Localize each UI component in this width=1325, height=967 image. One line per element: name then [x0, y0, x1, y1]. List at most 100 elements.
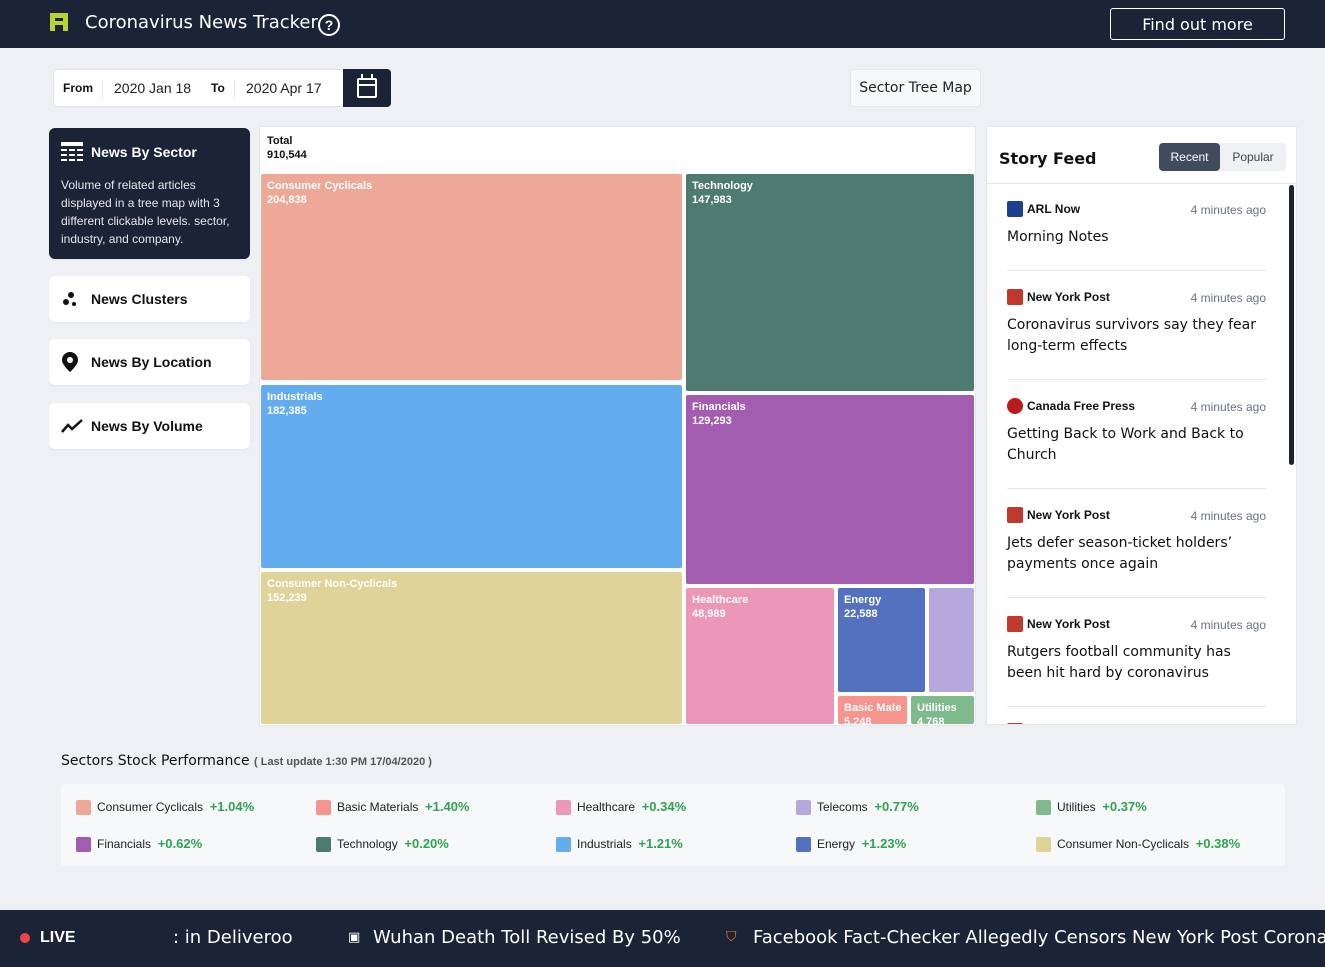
color-swatch	[796, 800, 811, 815]
treemap-tile-financials[interactable]: Financials 129,293	[686, 395, 974, 584]
divider	[1007, 270, 1266, 271]
ticker-item[interactable]: Facebook Fact-Checker Allegedly Censors …	[753, 927, 1325, 948]
treemap-tile-telecoms[interactable]	[929, 588, 974, 692]
treemap-tile-industrials[interactable]: Industrials 182,385	[261, 385, 682, 568]
tile-name: Basic Mate	[844, 702, 902, 714]
calendar-icon	[357, 78, 377, 98]
story-source: New York Post	[1027, 508, 1110, 522]
nav-news-by-location[interactable]: News By Location	[49, 339, 250, 385]
sector-change: +0.77%	[874, 799, 919, 814]
treemap-tile-utilities[interactable]: Utilities 4,768	[911, 696, 974, 724]
tab-recent[interactable]: Recent	[1159, 143, 1220, 171]
divider	[1007, 379, 1266, 380]
color-swatch	[556, 800, 571, 815]
story-item[interactable]: New York Post 4 minutes ago Jets defer s…	[1007, 507, 1266, 587]
source-logo-icon	[1007, 616, 1023, 632]
sector-name: Telecoms	[817, 800, 868, 814]
story-item[interactable]: ARL Now 4 minutes ago Morning Notes	[1007, 201, 1266, 261]
color-swatch	[76, 837, 91, 852]
live-news-ticker	[0, 910, 1325, 967]
story-time: 4 minutes ago	[1190, 203, 1266, 217]
treemap-total-value: 910,544	[267, 149, 307, 161]
trend-line-icon	[61, 419, 83, 433]
top-bar: Coronavirus News Tracker ? Find out more	[0, 0, 1325, 48]
nav-item-label: News By Location	[91, 354, 212, 370]
tile-name: Technology	[692, 180, 753, 192]
performance-last-update: ( Last update 1:30 PM 17/04/2020 )	[254, 756, 432, 768]
from-date-input[interactable]: 2020 Jan 18	[114, 80, 192, 96]
tile-value: 5,248	[844, 716, 872, 724]
story-time: 4 minutes ago	[1190, 400, 1266, 414]
story-headline: Rutgers football community has been hit …	[1007, 644, 1231, 681]
tile-value: 48,989	[692, 608, 726, 620]
tile-name: Financials	[692, 401, 746, 413]
treemap-tile-basic-materials[interactable]: Basic Mate 5,248	[838, 696, 907, 724]
sector-change: +1.40%	[425, 799, 470, 814]
story-headline: Jets defer season-ticket holders’ paymen…	[1007, 535, 1233, 572]
sector-name: Consumer Non-Cyclicals	[1057, 837, 1190, 851]
sector-name: Financials	[97, 837, 152, 851]
story-item[interactable]	[1007, 723, 1266, 724]
source-logo-icon	[1007, 289, 1023, 305]
treemap-tile-consumer-non-cyclicals[interactable]: Consumer Non-Cyclicals 152,239	[261, 572, 682, 724]
tab-popular[interactable]: Popular	[1232, 150, 1274, 164]
story-time: 4 minutes ago	[1190, 291, 1266, 305]
tile-name: Industrials	[267, 391, 323, 403]
sector-change: +1.04%	[209, 799, 255, 814]
nav-news-by-volume[interactable]: News By Volume	[49, 403, 250, 449]
to-date-input[interactable]: 2020 Apr 17	[246, 80, 322, 96]
sector-name: Healthcare	[577, 800, 636, 814]
sector-name: Utilities	[1057, 800, 1096, 814]
story-headline: Getting Back to Work and Back to Church	[1007, 426, 1244, 463]
treemap-tile-energy[interactable]: Energy 22,588	[838, 588, 925, 692]
sector-name: Energy	[817, 837, 856, 851]
divider	[1007, 597, 1266, 598]
sector-name: Basic Materials	[337, 800, 419, 814]
nav-item-label: News By Volume	[91, 418, 203, 434]
view-selector-button[interactable]: Sector Tree Map	[850, 69, 981, 107]
feed-tabs: Recent Popular	[1159, 143, 1286, 171]
divider	[987, 183, 1296, 184]
sector-change: +0.20%	[404, 836, 449, 851]
sector-change: +0.34%	[641, 799, 687, 814]
sector-change: +1.23%	[861, 836, 907, 851]
sector-change: +0.62%	[157, 836, 203, 851]
story-source: New York Post	[1027, 617, 1110, 631]
treemap-tile-technology[interactable]: Technology 147,983	[686, 174, 974, 391]
calendar-button[interactable]	[343, 69, 391, 107]
ticker-item[interactable]: Wuhan Death Toll Revised By 50%	[373, 927, 681, 948]
question-circle-icon[interactable]: ?	[318, 14, 340, 36]
nav-news-by-sector[interactable]: News By Sector Volume of related article…	[49, 128, 250, 259]
app-logo-icon	[50, 13, 68, 31]
sector-change: +1.21%	[638, 836, 683, 851]
story-source: ARL Now	[1027, 202, 1081, 216]
divider	[102, 79, 103, 99]
sector-change: +0.37%	[1102, 799, 1147, 814]
tile-value: 22,588	[844, 608, 878, 620]
treemap-tile-healthcare[interactable]: Healthcare 48,989	[686, 588, 834, 724]
app-title: Coronavirus News Tracker	[85, 12, 318, 33]
find-out-more-button[interactable]: Find out more	[1110, 8, 1285, 40]
story-feed-title: Story Feed	[999, 149, 1097, 168]
story-item[interactable]: New York Post 4 minutes ago Coronavirus …	[1007, 289, 1266, 369]
nav-news-clusters[interactable]: News Clusters	[49, 276, 250, 322]
color-swatch	[1036, 837, 1051, 852]
map-pin-icon	[62, 352, 78, 372]
story-source: New York Post	[1027, 290, 1110, 304]
treemap-tile-consumer-cyclicals[interactable]: Consumer Cyclicals 204,838	[261, 174, 682, 380]
feed-scrollbar[interactable]	[1289, 185, 1294, 465]
story-item[interactable]: New York Post 4 minutes ago Rutgers foot…	[1007, 616, 1266, 696]
calendar-icon-part	[371, 74, 373, 80]
nav-item-label: News Clusters	[91, 291, 188, 307]
color-swatch	[316, 837, 331, 852]
divider	[1007, 706, 1266, 707]
story-item[interactable]: Canada Free Press 4 minutes ago Getting …	[1007, 398, 1266, 478]
nav-item-description: Volume of related articles displayed in …	[61, 178, 230, 246]
table-icon	[61, 142, 83, 161]
ticker-item[interactable]: : in Deliveroo	[173, 927, 293, 948]
source-logo-icon	[1007, 398, 1023, 414]
source-logo-icon	[1007, 507, 1023, 523]
calendar-icon-part	[361, 74, 363, 80]
story-feed: Story Feed Recent Popular ARL Now 4 minu…	[986, 126, 1297, 725]
date-range-picker: From 2020 Jan 18 To 2020 Apr 17	[53, 69, 391, 107]
